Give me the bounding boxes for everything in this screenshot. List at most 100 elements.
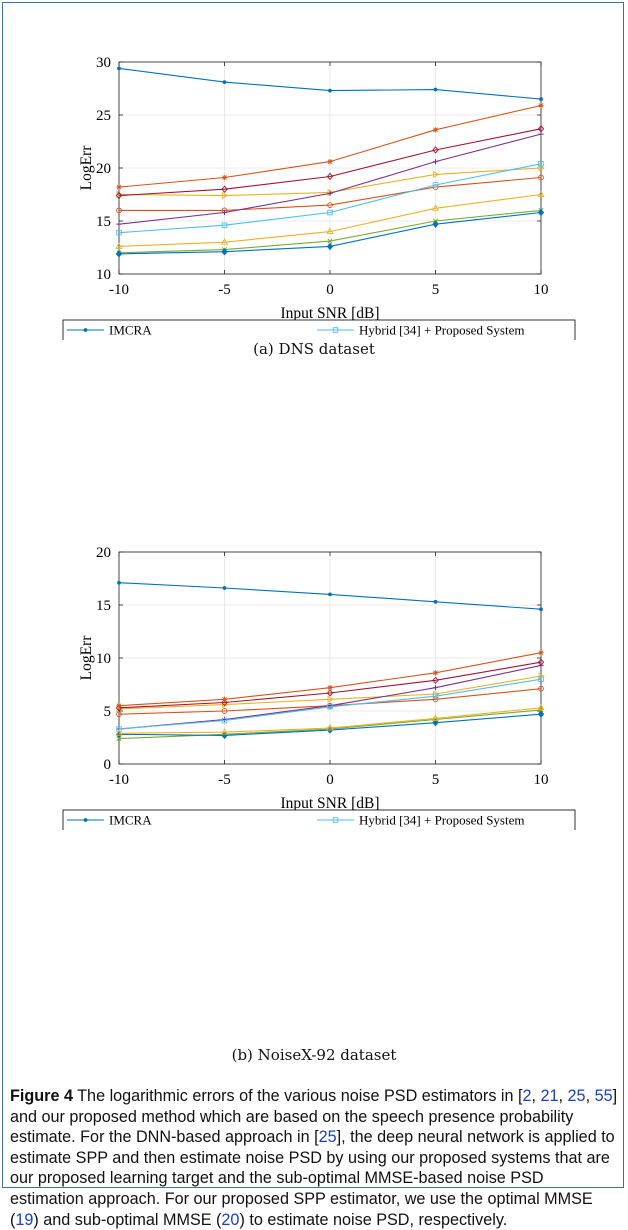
citation-link[interactable]: 19 xyxy=(15,1210,34,1229)
series-proposed-attention-20 xyxy=(115,703,545,736)
y-tick-label: 15 xyxy=(96,598,111,614)
y-tick-label: 20 xyxy=(96,545,111,561)
citation-link[interactable]: 25 xyxy=(567,1087,586,1105)
legend-label: IMCRA xyxy=(109,813,152,828)
star-marker-strokes xyxy=(221,696,228,702)
data-point xyxy=(432,718,439,727)
citation-link[interactable]: 2 xyxy=(522,1087,532,1105)
data-point xyxy=(538,685,544,692)
legend-item-imcra: IMCRA xyxy=(67,323,152,338)
data-point xyxy=(537,190,545,197)
data-point xyxy=(538,672,545,680)
caption-text: ) to estimate noise PSD, respectively. xyxy=(239,1210,508,1229)
legend-label: IMCRA xyxy=(109,323,152,338)
data-point xyxy=(116,703,122,709)
series-line xyxy=(118,661,542,709)
data-point xyxy=(327,238,333,244)
data-point xyxy=(431,204,440,211)
data-point xyxy=(116,711,122,718)
subcaption-noisex92: (b) NoiseX-92 dataset xyxy=(231,1046,397,1064)
y-axis-label: LogErr xyxy=(78,145,95,191)
series-proposed-blstm-19 xyxy=(115,125,545,200)
x-tick-label: 5 xyxy=(432,772,440,788)
legend-marker xyxy=(83,818,88,822)
citation-link[interactable]: 20 xyxy=(221,1210,240,1229)
y-tick-label: 5 xyxy=(104,704,112,720)
data-point xyxy=(432,159,439,165)
data-point xyxy=(327,190,333,197)
data-point xyxy=(327,202,333,208)
series-proposed-attention-19 xyxy=(116,102,544,190)
citation-link[interactable]: 55 xyxy=(594,1087,613,1105)
data-point xyxy=(432,127,439,133)
y-tick-label: 10 xyxy=(96,267,111,283)
data-point xyxy=(433,599,438,604)
figure-caption-text: The logarithmic errors of the various no… xyxy=(10,1087,617,1229)
data-point xyxy=(432,670,439,676)
star-marker-strokes xyxy=(221,174,228,181)
legend-item-hybrid-34-proposed-system: Hybrid [34] + Proposed System xyxy=(317,813,525,828)
x-tick-label: 0 xyxy=(326,772,334,788)
series-line xyxy=(118,163,542,234)
figure-caption: Figure 4 The logarithmic errors of the v… xyxy=(10,1086,618,1230)
data-point xyxy=(537,658,545,666)
data-point xyxy=(116,184,122,190)
x-tick-label: -5 xyxy=(218,282,231,298)
data-point xyxy=(116,229,122,236)
data-point xyxy=(115,729,123,736)
data-point xyxy=(221,248,228,256)
legend-item-hybrid-34-proposed-system: Hybrid [34] + Proposed System xyxy=(317,323,525,338)
citation-link[interactable]: 25 xyxy=(318,1128,337,1147)
y-tick-label: 0 xyxy=(104,757,112,773)
data-point xyxy=(117,580,121,585)
data-point xyxy=(537,208,545,217)
data-point xyxy=(221,185,228,193)
data-point xyxy=(432,182,439,188)
data-point xyxy=(328,592,332,597)
data-point xyxy=(222,191,229,200)
x-tick-label: -10 xyxy=(109,282,129,298)
data-point xyxy=(116,736,122,742)
ticks: 0 5 10 15 20 -10 -5 0 5 10 xyxy=(96,545,549,788)
y-tick-label: 25 xyxy=(96,108,111,124)
data-point xyxy=(326,227,334,235)
data-point xyxy=(327,704,333,710)
legend-label: Hybrid [34] + Proposed System xyxy=(359,813,525,828)
series-imcra xyxy=(117,66,543,101)
citation-link[interactable]: 21 xyxy=(540,1087,559,1105)
data-point xyxy=(431,714,440,721)
series-proposed-attention-20 xyxy=(115,190,545,249)
x-axis-label: Input SNR [dB] xyxy=(280,795,379,812)
data-point xyxy=(432,693,439,699)
data-point xyxy=(115,250,123,258)
data-point xyxy=(327,695,334,703)
legend-label: Proposed (BLSTM) + (19) xyxy=(359,338,498,340)
data-point xyxy=(327,209,333,216)
data-point xyxy=(221,717,228,724)
star-marker-strokes xyxy=(116,703,122,709)
series-line xyxy=(118,128,542,197)
caption-text: , xyxy=(585,1087,595,1105)
ticks: 10 15 20 25 30 -10 -5 0 5 10 xyxy=(96,55,549,298)
data-point xyxy=(539,97,543,101)
x-tick-label: 0 xyxy=(326,282,334,298)
data-point xyxy=(432,685,439,691)
data-point xyxy=(328,88,332,93)
data-point xyxy=(432,676,439,684)
x-tick-label: 10 xyxy=(534,772,549,788)
data-point xyxy=(432,220,439,228)
series-line xyxy=(118,675,542,710)
y-tick-label: 15 xyxy=(96,214,111,230)
figure-frame xyxy=(2,2,624,1188)
legend-marker xyxy=(332,327,339,333)
data-point xyxy=(538,650,544,656)
data-point xyxy=(220,728,229,735)
data-point xyxy=(538,161,544,167)
legend-label: Proposed (BLSTM) + (19) xyxy=(359,828,498,830)
data-point xyxy=(221,222,228,228)
data-point xyxy=(538,164,545,172)
caption-text: ] and our proposed method which are base… xyxy=(10,1087,618,1147)
chart-dns: 10 15 20 25 30 -10 -5 0 5 10 Input SNR [dB] LogErr I… xyxy=(62,55,576,340)
data-point xyxy=(115,191,123,200)
data-point xyxy=(432,696,439,703)
